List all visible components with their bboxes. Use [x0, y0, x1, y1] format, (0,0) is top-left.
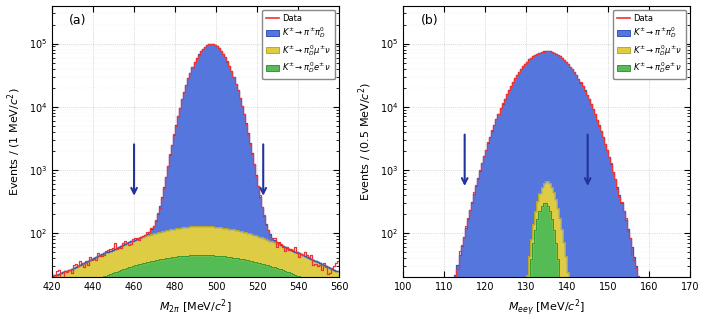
Text: (a): (a): [69, 14, 87, 27]
Y-axis label: Events / (0.5 MeV/$c^{2}$): Events / (0.5 MeV/$c^{2}$): [357, 82, 374, 201]
Legend: Data, $K^{\pm} \rightarrow \pi^{\pm}\pi^{0}_{D}$, $K^{\pm} \rightarrow \pi^{0}_{: Data, $K^{\pm} \rightarrow \pi^{\pm}\pi^…: [262, 10, 335, 79]
Text: (b): (b): [420, 14, 438, 27]
X-axis label: $M_{ee\gamma}$ [MeV/$c^{2}$]: $M_{ee\gamma}$ [MeV/$c^{2}$]: [508, 297, 585, 318]
Legend: Data, $K^{\pm} \rightarrow \pi^{\pm}\pi^{0}_{D}$, $K^{\pm} \rightarrow \pi^{0}_{: Data, $K^{\pm} \rightarrow \pi^{\pm}\pi^…: [613, 10, 686, 79]
Y-axis label: Events / (1 MeV/$c^{2}$): Events / (1 MeV/$c^{2}$): [6, 87, 23, 196]
X-axis label: $M_{2\pi}$ [MeV/$c^{2}$]: $M_{2\pi}$ [MeV/$c^{2}$]: [159, 297, 232, 316]
